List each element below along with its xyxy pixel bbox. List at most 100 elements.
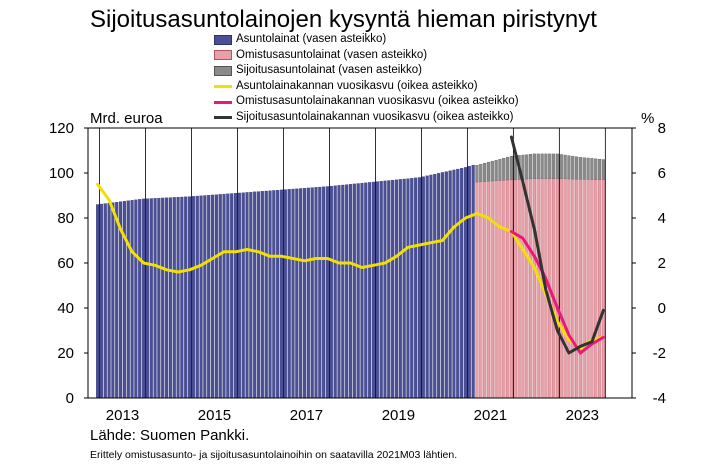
bar-asuntolainat-2014-05 [161, 197, 165, 399]
bar-omistusasuntolainat-2021-08 [494, 180, 498, 399]
bar-asuntolainat-2019-05 [391, 179, 395, 399]
bar-asuntolainat-2013-02 [103, 203, 107, 399]
bar-sijoitusasuntolainat-2023-03 [567, 155, 571, 180]
bar-sijoitusasuntolainat-2023-07 [582, 157, 586, 180]
bar-asuntolainat-2019-12 [417, 177, 422, 399]
legend-label-sijoitusasuntolainakannan-vuosikasvu: Sijoitusasuntolainakannan vuosikasvu (oi… [236, 110, 514, 123]
bar-asuntolainat-2015-06 [210, 194, 215, 399]
bar-asuntolainat-2013-11 [138, 199, 142, 399]
right-tick-8: 8 [658, 120, 666, 137]
bar-omistusasuntolainat-2021-09 [498, 180, 502, 399]
source-text: Lähde: Suomen Pankki. [90, 427, 250, 444]
line-asuntolainakannan-vuosikasvu [96, 182, 605, 350]
bar-asuntolainat-2016-08 [264, 190, 268, 399]
bar-sijoitusasuntolainat-2021-12 [509, 155, 514, 180]
x-tick-2013: 2013 [106, 407, 139, 424]
bar-sijoitusasuntolainat-2023-06 [578, 157, 582, 180]
legend-swatch-asuntolainat [214, 34, 232, 45]
bar-omistusasuntolainat-2022-03 [521, 179, 525, 399]
legend-swatch-sijoitusasuntolainakannan-vuosikasvu [214, 116, 232, 120]
right-tick-6: 6 [658, 165, 666, 182]
footnote-text: Erittely omistusasunto- ja sijoitusasunt… [90, 449, 458, 461]
bar-omistusasuntolainat-2023-03 [567, 178, 571, 399]
legend-label-omistusasuntolainat: Omistusasuntolainat (vasen asteikko) [236, 48, 428, 61]
bar-asuntolainat-2013-05 [115, 202, 119, 399]
bar-omistusasuntolainat-2021-07 [490, 180, 494, 399]
legend-entry-omistusasuntolainakannan-vuosikasvu: Omistusasuntolainakannan vuosikasvu (oik… [214, 94, 519, 110]
bar-asuntolainat-2018-11 [368, 182, 372, 399]
bar-sijoitusasuntolainat-2022-07 [536, 153, 540, 179]
bar-sijoitusasuntolainat-2022-09 [544, 153, 548, 179]
bar-omistusasuntolainat-2021-12 [509, 179, 514, 399]
bar-omistusasuntolainat-2022-07 [536, 178, 540, 399]
bar-asuntolainat-2018-10 [364, 182, 368, 399]
right-tick-4: 4 [658, 210, 666, 227]
bar-omistusasuntolainat-2023-08 [586, 179, 590, 399]
bar-asuntolainat-2018-05 [345, 184, 349, 399]
bar-sijoitusasuntolainat-2023-12 [601, 159, 605, 180]
bar-omistusasuntolainat-2021-10 [502, 180, 506, 399]
bar-sijoitusasuntolainat-2021-10 [502, 157, 506, 181]
bar-asuntolainat-2016-05 [253, 191, 257, 399]
bar-asuntolainat-2016-03 [245, 192, 249, 399]
bar-asuntolainat-2019-04 [387, 180, 391, 399]
right-tick--2: -2 [653, 345, 666, 362]
bar-asuntolainat-2018-08 [356, 183, 360, 399]
bar-omistusasuntolainat-2022-01 [513, 179, 517, 399]
bar-asuntolainat-2015-04 [203, 195, 207, 399]
left-axis-unit: Mrd. euroa [90, 110, 163, 127]
bar-omistusasuntolainat-2021-05 [483, 181, 487, 399]
bar-asuntolainat-2019-09 [406, 178, 410, 399]
bar-asuntolainat-2015-05 [207, 195, 211, 399]
legend-entry-asuntolainat: Asuntolainat (vasen asteikko) [214, 32, 519, 48]
bar-asuntolainat-2014-10 [180, 196, 184, 399]
bar-omistusasuntolainat-2022-04 [525, 178, 529, 399]
bar-asuntolainat-2014-07 [168, 197, 172, 399]
bar-omistusasuntolainat-2023-09 [590, 179, 594, 399]
bar-sijoitusasuntolainat-2021-06 [486, 161, 491, 182]
left-tick-60: 60 [57, 255, 74, 272]
legend: Asuntolainat (vasen asteikko) Omistusasu… [214, 32, 519, 126]
left-tick-100: 100 [49, 165, 74, 182]
bar-asuntolainat-2016-12 [279, 189, 284, 399]
legend-entry-omistusasuntolainat: Omistusasuntolainat (vasen asteikko) [214, 48, 519, 64]
bar-asuntolainat-2018-12 [371, 181, 376, 399]
bar-asuntolainat-2017-07 [306, 187, 310, 399]
bar-omistusasuntolainat-2023-11 [598, 179, 602, 399]
bar-asuntolainat-2013-12 [141, 198, 146, 399]
bar-asuntolainat-2015-10 [226, 193, 230, 399]
bar-asuntolainat-2016-10 [272, 190, 276, 399]
bar-asuntolainat-2014-11 [184, 196, 188, 399]
legend-label-sijoitusasuntolainat: Sijoitusasuntolainat (vasen asteikko) [236, 64, 423, 77]
bar-asuntolainat-2020-07 [444, 171, 448, 399]
legend-entry-asuntolainakannan-vuosikasvu: Asuntolainakannan vuosikasvu (oikea aste… [214, 79, 519, 95]
bar-asuntolainat-2020-12 [463, 167, 468, 399]
bar-omistusasuntolainat-2023-04 [571, 178, 575, 399]
bar-sijoitusasuntolainat-2023-08 [586, 157, 590, 180]
bar-asuntolainat-2015-12 [233, 193, 238, 399]
bar-asuntolainat-2021-01 [467, 166, 471, 399]
bar-asuntolainat-2012-12 [96, 204, 100, 399]
bar-asuntolainat-2019-08 [402, 178, 406, 399]
bar-asuntolainat-2019-06 [394, 179, 399, 399]
bar-asuntolainat-2017-01 [283, 189, 287, 399]
bar-asuntolainat-2014-02 [149, 198, 153, 399]
bar-omistusasuntolainat-2023-05 [575, 179, 579, 399]
bar-asuntolainat-2016-02 [241, 192, 245, 399]
bar-asuntolainat-2020-02 [425, 175, 429, 399]
bar-asuntolainat-2015-02 [195, 195, 199, 399]
right-tick-0: 0 [658, 300, 666, 317]
bar-sijoitusasuntolainat-2023-04 [571, 155, 575, 180]
bar-asuntolainat-2019-02 [379, 181, 383, 399]
legend-label-asuntolainat: Asuntolainat (vasen asteikko) [236, 33, 387, 45]
bar-asuntolainat-2016-04 [249, 191, 253, 399]
bar-asuntolainat-2018-06 [348, 184, 353, 399]
bar-sijoitusasuntolainat-2023-05 [575, 156, 579, 180]
bar-sijoitusasuntolainat-2022-06 [532, 153, 537, 179]
bar-asuntolainat-2015-03 [199, 195, 203, 399]
bar-asuntolainat-2014-12 [187, 196, 192, 399]
bar-asuntolainat-2017-04 [295, 188, 299, 399]
bar-omistusasuntolainat-2023-02 [563, 178, 567, 399]
bar-asuntolainat-2016-11 [276, 190, 280, 399]
